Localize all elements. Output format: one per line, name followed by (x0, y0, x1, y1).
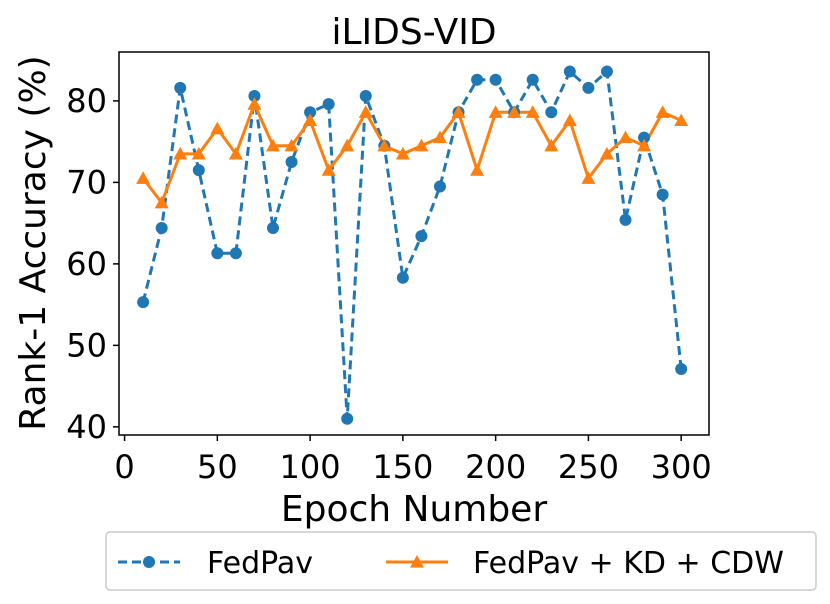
y-tick-label: 50 (66, 326, 107, 364)
data-point (211, 247, 224, 260)
data-point (377, 138, 392, 152)
data-point (136, 171, 151, 184)
legend-symbol-fedpav-kd-cdw (386, 555, 448, 568)
plot-frame (118, 51, 710, 436)
data-point (563, 65, 576, 78)
x-tick-label: 0 (114, 448, 134, 486)
x-tick-label: 50 (197, 448, 238, 486)
legend-symbol-fedpav (118, 556, 180, 568)
data-point (304, 106, 317, 119)
x-tick-label: 150 (372, 448, 433, 486)
data-point (507, 105, 522, 118)
data-point (637, 138, 652, 152)
data-point (229, 247, 242, 260)
y-tick-label: 40 (66, 408, 107, 446)
data-point (285, 156, 298, 169)
data-point (396, 271, 409, 284)
data-point (358, 105, 373, 118)
data-point (618, 130, 633, 144)
x-tick-label: 100 (280, 448, 341, 486)
plot-lines (141, 70, 683, 421)
data-point (266, 222, 279, 235)
data-point (228, 146, 243, 160)
series-line-0 (141, 70, 683, 421)
data-point (155, 222, 168, 235)
data-point (137, 296, 150, 309)
data-point (582, 81, 595, 94)
y-tick-label: 60 (66, 245, 107, 283)
data-point (414, 138, 429, 152)
data-point (192, 164, 205, 177)
data-point (247, 97, 262, 110)
y-tick-label: 70 (66, 163, 107, 201)
data-point (284, 138, 299, 152)
x-tick-label: 250 (558, 448, 619, 486)
data-point (340, 138, 355, 152)
data-point (265, 138, 280, 152)
data-point (619, 213, 632, 226)
data-point (395, 146, 410, 160)
y-axis-label: Rank-1 Accuracy (%) (13, 55, 54, 430)
x-tick-label: 200 (465, 448, 526, 486)
data-point (341, 412, 354, 425)
legend: FedPav FedPav + KD + CDW (105, 531, 817, 591)
data-point (489, 73, 502, 86)
data-point (191, 146, 206, 160)
data-point (154, 195, 169, 209)
data-point (210, 121, 225, 135)
data-point (470, 163, 485, 176)
data-point (488, 105, 503, 118)
legend-frame (105, 531, 817, 591)
data-point (321, 163, 336, 176)
data-point (581, 171, 596, 184)
data-point (303, 113, 318, 127)
data-point (451, 105, 466, 118)
data-point (656, 188, 669, 201)
data-point (599, 146, 614, 160)
x-axis-ticks: 0 50 100 150 200 250 300 (114, 435, 712, 486)
data-point (638, 131, 651, 144)
data-point (544, 138, 559, 152)
data-point (174, 81, 187, 94)
legend-marker (143, 556, 155, 568)
data-point (562, 113, 577, 127)
data-point (655, 105, 670, 118)
series-line-1 (141, 102, 682, 205)
data-point (322, 98, 335, 111)
data-point (173, 146, 188, 160)
data-point (415, 230, 428, 243)
data-point (600, 65, 613, 78)
data-point (675, 362, 688, 375)
data-point (674, 113, 689, 127)
y-axis-ticks: 40 50 60 70 80 (66, 82, 119, 446)
data-point (526, 73, 539, 86)
data-point (545, 106, 558, 119)
data-point (471, 73, 484, 86)
data-point (359, 90, 372, 103)
chart-title: iLIDS-VID (331, 12, 496, 53)
x-axis-label: Epoch Number (281, 489, 547, 530)
x-tick-label: 300 (651, 448, 712, 486)
data-point (433, 180, 446, 193)
data-point (248, 90, 261, 103)
data-point (525, 105, 540, 118)
data-point (432, 130, 447, 144)
legend-label-fedpav-kd-cdw: FedPav + KD + CDW (473, 546, 784, 581)
legend-marker (410, 555, 424, 568)
legend-label-fedpav: FedPav (207, 546, 313, 581)
y-tick-label: 80 (66, 82, 107, 120)
plot-markers (136, 65, 689, 425)
